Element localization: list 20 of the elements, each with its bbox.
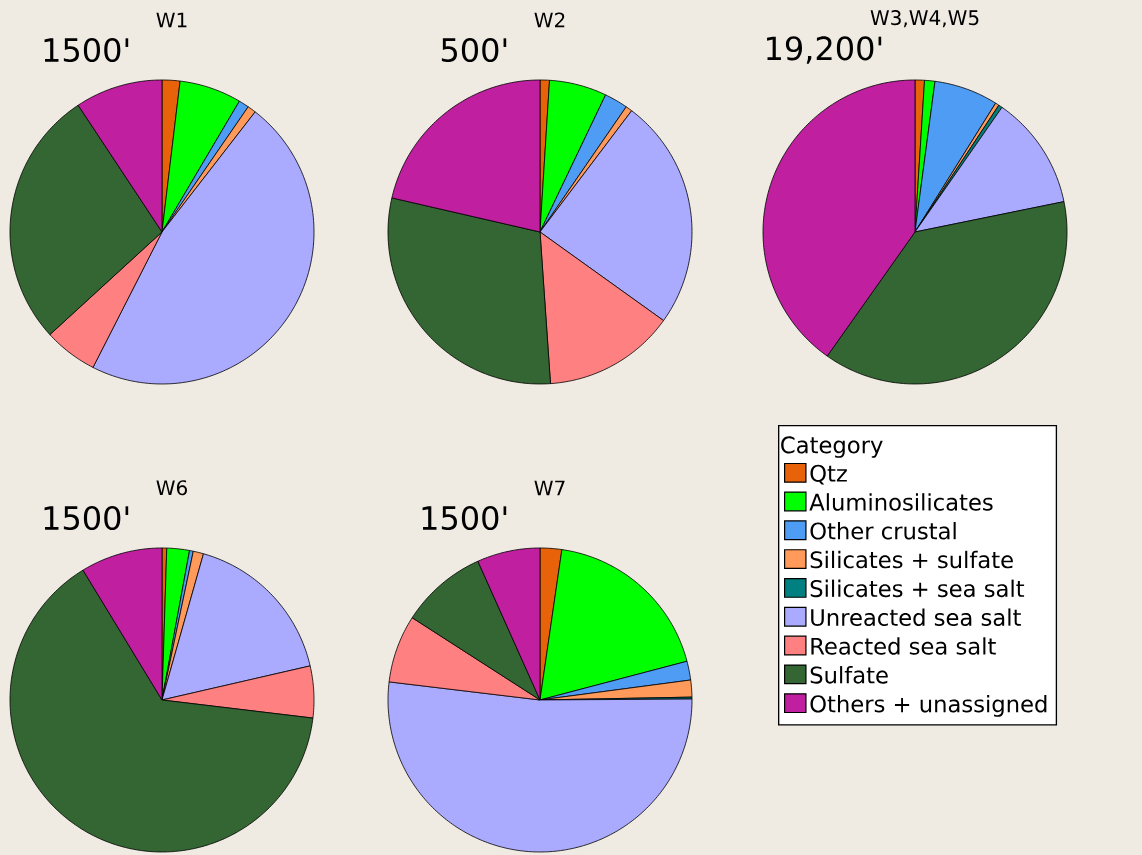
text: 1500' — [44, 37, 129, 63]
chart-title: W6 — [156, 480, 187, 496]
chart-title: W3,W4,W5 — [870, 10, 979, 28]
legend-label: Aluminosilicates — [809, 493, 993, 511]
legend-label: Other crustal — [810, 521, 956, 540]
legend-label: Unreacted sea salt — [811, 608, 1021, 626]
legend-label: Silicates + sea salt — [810, 579, 1025, 598]
text: 500' — [441, 37, 507, 63]
chart-title: W2 — [534, 12, 565, 28]
legend-title: Category — [781, 436, 883, 458]
text: W7 — [534, 480, 565, 496]
legend-label: Silicates + sulfate — [810, 550, 1013, 569]
text: 1500' — [422, 505, 507, 531]
chart-title: W1 — [156, 12, 187, 28]
legend-label: Qtz — [810, 464, 847, 485]
legend-label: Sulfate — [810, 666, 888, 684]
text: 19,200' — [767, 36, 882, 64]
legend-label: Others + unassigned — [810, 694, 1047, 717]
text: 1500' — [44, 505, 129, 531]
legend-label: Reacted sea salt — [811, 637, 996, 655]
